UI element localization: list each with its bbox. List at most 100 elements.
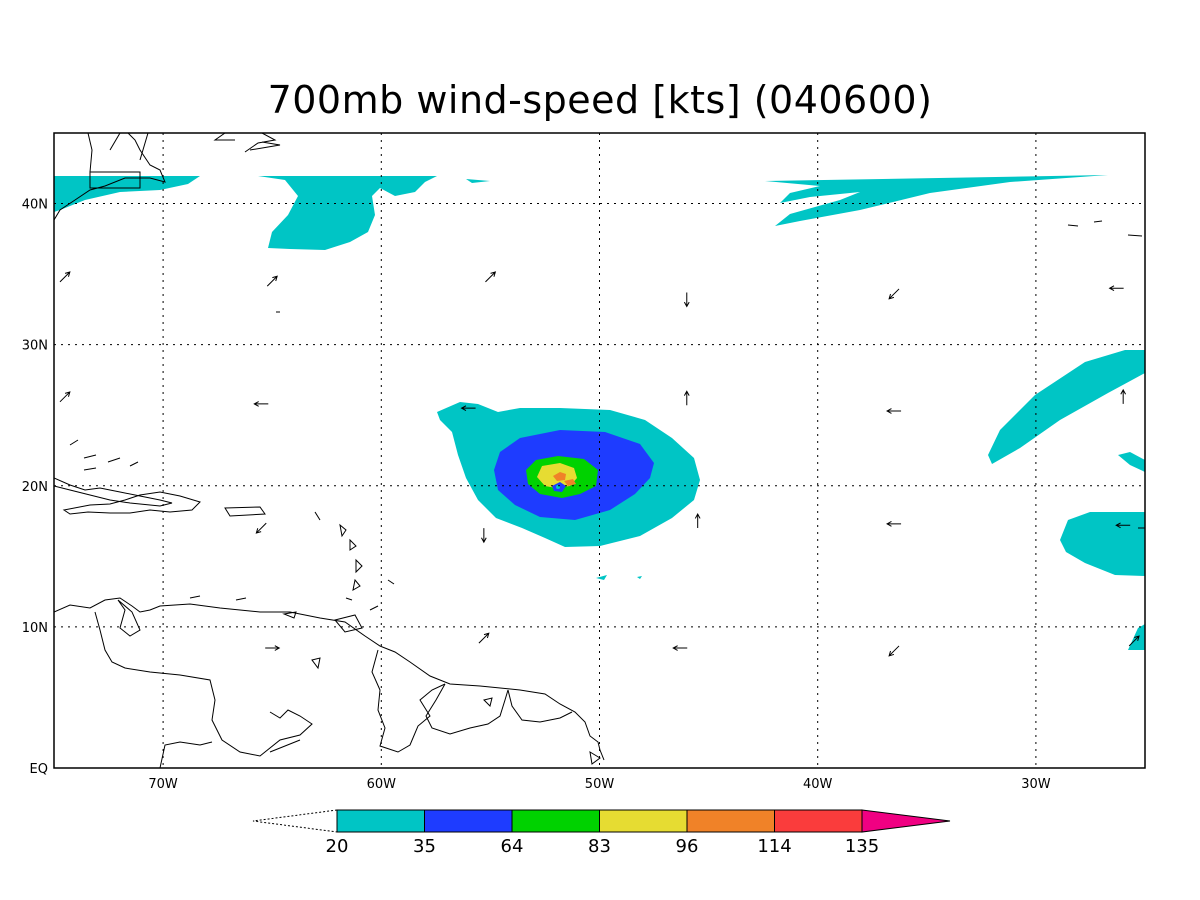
coast-nova-scotia-2 [213,133,235,141]
coast-venezuela [54,597,605,761]
wind-arrow [59,271,71,283]
lon-tick-labels: 70W 60W 50W 40W 30W [148,777,1050,792]
coast-guiana-small [483,697,493,707]
wind-arrow [265,645,281,651]
coast-inland [87,133,149,173]
shading-96-114 [553,472,566,481]
shade-small-patch-b [637,576,642,579]
lat-tick-label: 30N [22,339,48,354]
shade-east-band [988,350,1145,464]
coast-antilles-2 [339,523,347,538]
wind-arrow [683,390,690,406]
colorbar-low-triangle [252,809,338,833]
lon-tick-label: 50W [585,777,615,792]
coast-amazon-mouth [589,751,601,765]
coast-tobago [369,605,379,611]
shade-east-small [1118,452,1145,472]
wind-arrow [683,292,690,308]
colorbar-swatch [424,809,513,833]
wind-arrow [888,288,900,300]
colorbar-label: 64 [501,836,524,857]
colorbar-label: 83 [588,836,611,857]
wind-arrow [478,632,490,644]
shade-east-oval [1060,512,1145,576]
coast-puerto-rico [224,506,266,517]
colorbar-swatch [774,809,863,833]
wind-arrow [1108,285,1124,292]
border-brazil [159,739,301,768]
map-title: 700mb wind-speed [kts] (040600) [267,78,933,122]
coast-north-america [54,133,166,221]
wind-arrow [253,401,269,407]
coast-nova-scotia [244,133,281,153]
wind-arrow [485,271,497,283]
coast-gulf-paria [117,599,141,637]
coast-azores-2 [1093,220,1103,223]
coast-antilles-6 [345,597,353,601]
wind-arrow [886,408,902,414]
coast-azores-1 [1067,224,1079,227]
coast-azores-3 [1127,234,1143,237]
wind-arrow [1128,635,1140,647]
coast-trinidad [334,614,363,633]
border-suriname-guiana [507,689,573,723]
wind-arrow [888,645,900,657]
wind-arrow [59,391,71,403]
colorbar-label: 20 [326,836,349,857]
coast-bahamas [69,439,139,471]
colorbar-swatch [336,809,425,833]
coast-hispaniola [62,491,201,515]
coast-antilles-1 [314,511,321,521]
wind-arrow [481,528,487,544]
lat-lon-grid [54,133,1145,768]
shading-96-114-b [564,479,576,486]
wind-arrow [255,522,267,534]
lat-tick-label: 20N [22,480,48,495]
shade-ne-streak [765,175,1108,226]
shade-north-sliver [466,179,490,183]
wind-arrow [886,521,902,527]
shade-nyc-strip [54,176,200,212]
colorbar-swatch [599,809,688,833]
shade-north-blob [258,176,437,250]
coast-margarita [282,611,297,619]
colorbar-label: 35 [413,836,436,857]
coast-antilles-3 [349,538,357,551]
coast-nicaragua-island [311,657,321,670]
coast-cuba [54,477,173,507]
colorbar-label: 96 [676,836,699,857]
wind-arrow [672,645,688,651]
colorbar-label: 114 [757,836,791,857]
lon-tick-label: 70W [148,777,178,792]
lon-tick-label: 30W [1021,777,1051,792]
map-frame [53,132,1146,769]
wind-arrow [460,405,476,412]
colorbar-swatch [511,809,600,833]
lat-tick-label: 40N [22,198,48,213]
border-guyana-suriname [425,683,509,735]
shade-small-patch-a [596,575,607,580]
lon-tick-label: 60W [367,777,397,792]
lat-tick-label: 10N [22,621,48,636]
colorbar-high-triangle [861,809,951,833]
coast-antilles-5 [352,578,361,591]
wind-arrow [1120,388,1127,404]
coast-nyc-box [89,171,141,189]
colorbar: 20 35 64 83 96 114 135 [252,809,951,857]
wind-vectors [59,271,1140,657]
wind-arrow [694,513,701,529]
coastlines [54,133,1145,768]
coast-antilles-7 [387,579,395,585]
wind-arrow [266,275,278,287]
border-venezuela-guyana [371,649,446,753]
colorbar-swatch [686,809,775,833]
border-colombia-venezuela [94,611,313,757]
lat-tick-labels: 40N 30N 20N 10N EQ [22,198,48,777]
wind-arrow [1115,522,1131,529]
coast-aruba [189,595,247,601]
lat-tick-label: EQ [30,762,48,777]
colorbar-label: 135 [845,836,879,857]
lon-tick-label: 40W [803,777,833,792]
